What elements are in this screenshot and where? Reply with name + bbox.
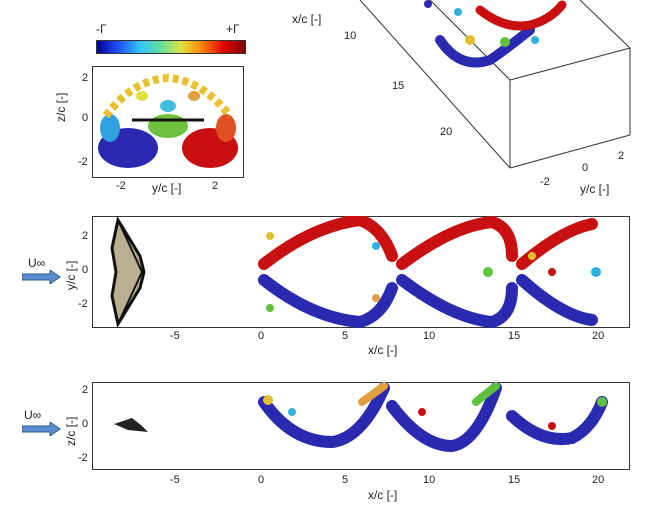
colorbar bbox=[96, 40, 246, 54]
iso-xlabel: x/c [-] bbox=[292, 12, 322, 26]
iso-ytick-0: 0 bbox=[582, 162, 589, 174]
side-ytick-neg2: -2 bbox=[78, 452, 88, 464]
side-view-field bbox=[92, 382, 630, 470]
top-ytick-neg2: -2 bbox=[78, 298, 88, 310]
side-xtick-0: 0 bbox=[258, 474, 265, 486]
iso-3d-view bbox=[330, 0, 640, 200]
top-xtick-neg5: -5 bbox=[170, 330, 180, 342]
top-xlabel: x/c [-] bbox=[368, 343, 398, 357]
inset-plot bbox=[92, 66, 244, 178]
side-ytick-2: 2 bbox=[82, 384, 89, 396]
inset-xtick-2: 2 bbox=[212, 180, 219, 192]
inset-xlabel: y/c [-] bbox=[152, 181, 182, 195]
top-xtick-10: 10 bbox=[423, 330, 436, 342]
side-flow-arrow-icon bbox=[22, 422, 61, 436]
iso-xtick-10: 10 bbox=[344, 30, 357, 42]
side-ytick-0: 0 bbox=[82, 418, 89, 430]
top-xtick-20: 20 bbox=[592, 330, 605, 342]
iso-xtick-15: 15 bbox=[392, 80, 405, 92]
top-xtick-15: 15 bbox=[508, 330, 521, 342]
side-xtick-neg5: -5 bbox=[170, 474, 180, 486]
top-ytick-2: 2 bbox=[82, 230, 89, 242]
side-xtick-10: 10 bbox=[423, 474, 436, 486]
inset-vortex-field bbox=[92, 66, 244, 178]
side-flow-label: U∞ bbox=[24, 408, 42, 422]
side-xlabel: x/c [-] bbox=[368, 488, 398, 502]
iso-3d-box bbox=[359, 0, 631, 169]
side-ylabel: z/c [-] bbox=[64, 416, 78, 446]
inset-ytick-neg2: -2 bbox=[78, 156, 88, 168]
top-view-plot bbox=[92, 213, 630, 329]
iso-ylabel: y/c [-] bbox=[580, 182, 610, 196]
inset-ytick-2: 2 bbox=[82, 72, 89, 84]
top-ylabel: y/c [-] bbox=[64, 260, 78, 290]
iso-ytick-neg2: -2 bbox=[540, 176, 550, 188]
top-xtick-5: 5 bbox=[342, 330, 349, 342]
top-view-field bbox=[92, 213, 630, 329]
iso-xtick-20: 20 bbox=[440, 126, 453, 138]
side-xtick-15: 15 bbox=[508, 474, 521, 486]
top-flow-label: U∞ bbox=[28, 256, 46, 270]
inset-xtick-neg2: -2 bbox=[116, 180, 126, 192]
iso-ytick-2: 2 bbox=[618, 150, 625, 162]
colorbar-min-label: -Γ bbox=[96, 22, 107, 36]
top-xtick-0: 0 bbox=[258, 330, 265, 342]
side-view-plot bbox=[92, 382, 630, 470]
inset-ytick-0: 0 bbox=[82, 112, 89, 124]
inset-ylabel: z/c [-] bbox=[54, 92, 68, 122]
top-flow-arrow-icon bbox=[22, 270, 61, 284]
top-ytick-0: 0 bbox=[82, 264, 89, 276]
side-xtick-20: 20 bbox=[592, 474, 605, 486]
side-xtick-5: 5 bbox=[342, 474, 349, 486]
colorbar-max-label: +Γ bbox=[226, 22, 240, 36]
